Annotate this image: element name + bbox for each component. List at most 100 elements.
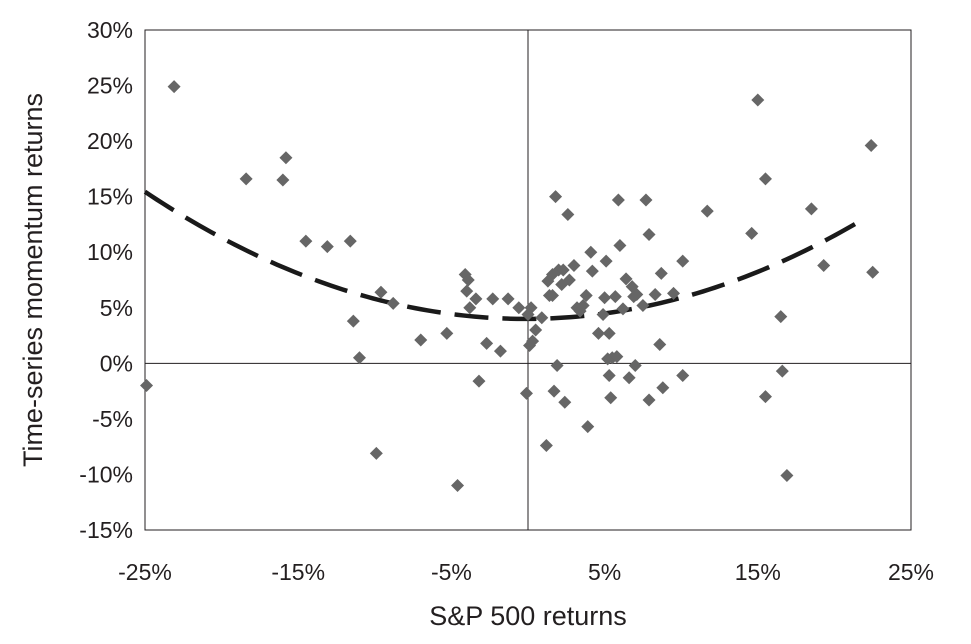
- data-point: [460, 284, 474, 298]
- data-point: [526, 334, 540, 348]
- data-point: [440, 326, 454, 340]
- data-point: [524, 301, 538, 315]
- data-point: [579, 289, 593, 303]
- data-point: [610, 350, 624, 364]
- data-point: [775, 364, 789, 378]
- data-point: [550, 359, 564, 373]
- data-point: [472, 374, 486, 388]
- data-point: [581, 420, 595, 434]
- data-point: [451, 479, 465, 493]
- data-point: [549, 190, 563, 204]
- data-point: [599, 254, 613, 268]
- data-point: [780, 469, 794, 483]
- data-point: [140, 379, 154, 393]
- data-point: [352, 351, 366, 365]
- x-tick-label: -15%: [271, 559, 325, 585]
- data-point: [535, 311, 549, 325]
- y-tick-label: 25%: [87, 73, 133, 99]
- data-point: [414, 333, 428, 347]
- data-point: [630, 287, 644, 301]
- data-point: [604, 391, 618, 405]
- data-point: [596, 307, 610, 321]
- data-point: [369, 446, 383, 460]
- data-point: [519, 386, 533, 400]
- data-point: [619, 272, 633, 286]
- data-point: [276, 173, 290, 187]
- data-point: [745, 226, 759, 240]
- data-point: [598, 291, 612, 305]
- data-point: [700, 204, 714, 218]
- y-tick-label: 20%: [87, 128, 133, 154]
- data-point: [480, 336, 494, 350]
- y-tick-label: 0%: [100, 350, 133, 376]
- data-point: [591, 326, 605, 340]
- data-point: [561, 207, 575, 221]
- data-point: [493, 344, 507, 358]
- data-point: [774, 310, 788, 324]
- data-point: [320, 240, 334, 254]
- data-point: [374, 285, 388, 299]
- x-tick-label: 25%: [888, 559, 934, 585]
- data-point: [648, 287, 662, 301]
- data-points: [140, 80, 880, 493]
- y-tick-label: -5%: [92, 406, 133, 432]
- data-point: [866, 265, 880, 279]
- y-tick-label: 15%: [87, 184, 133, 210]
- data-point: [567, 259, 581, 273]
- data-point: [804, 202, 818, 216]
- data-point: [864, 139, 878, 153]
- data-point: [616, 302, 630, 316]
- data-point: [656, 381, 670, 395]
- data-point: [512, 301, 526, 315]
- data-point: [299, 234, 313, 248]
- data-point: [239, 172, 253, 186]
- data-point: [758, 172, 772, 186]
- data-point: [469, 292, 483, 306]
- data-point: [602, 369, 616, 383]
- y-tick-label: -15%: [79, 517, 133, 543]
- data-point: [463, 301, 477, 315]
- data-point: [167, 80, 181, 94]
- data-point: [653, 337, 667, 351]
- data-point: [386, 296, 400, 310]
- y-tick-labels: -15% -10% -5% 0% 5% 10% 15% 20% 25% 30%: [79, 17, 133, 543]
- data-point: [558, 395, 572, 409]
- y-tick-label: 5%: [100, 295, 133, 321]
- data-point: [667, 286, 681, 300]
- data-point: [501, 292, 515, 306]
- data-point: [639, 193, 653, 207]
- data-point: [758, 390, 772, 404]
- data-point: [608, 290, 622, 304]
- y-axis-title: Time-series momentum returns: [18, 93, 48, 467]
- x-tick-label: -25%: [118, 559, 172, 585]
- data-point: [529, 323, 543, 337]
- y-tick-label: -10%: [79, 461, 133, 487]
- x-tick-label: 5%: [588, 559, 621, 585]
- data-point: [636, 299, 650, 313]
- fitted-curve: [143, 189, 867, 322]
- data-point: [676, 369, 690, 383]
- x-axis-title: S&P 500 returns: [429, 601, 627, 631]
- data-point: [611, 193, 625, 207]
- data-point: [642, 393, 656, 407]
- data-point: [343, 234, 357, 248]
- x-tick-label: -5%: [431, 559, 472, 585]
- data-point: [654, 266, 668, 280]
- data-point: [642, 227, 656, 241]
- data-point: [556, 263, 570, 277]
- data-point: [676, 254, 690, 268]
- data-point: [751, 93, 765, 107]
- data-point: [547, 384, 561, 398]
- data-point: [622, 371, 636, 385]
- data-point: [584, 245, 598, 259]
- data-point: [486, 292, 500, 306]
- data-point: [576, 299, 590, 313]
- data-point: [817, 259, 831, 273]
- data-point: [546, 289, 560, 303]
- data-point: [585, 264, 599, 278]
- data-point: [461, 273, 475, 287]
- y-tick-label: 10%: [87, 239, 133, 265]
- x-tick-labels: -25% -15% -5% 5% 15% 25%: [118, 559, 934, 585]
- data-point: [346, 314, 360, 328]
